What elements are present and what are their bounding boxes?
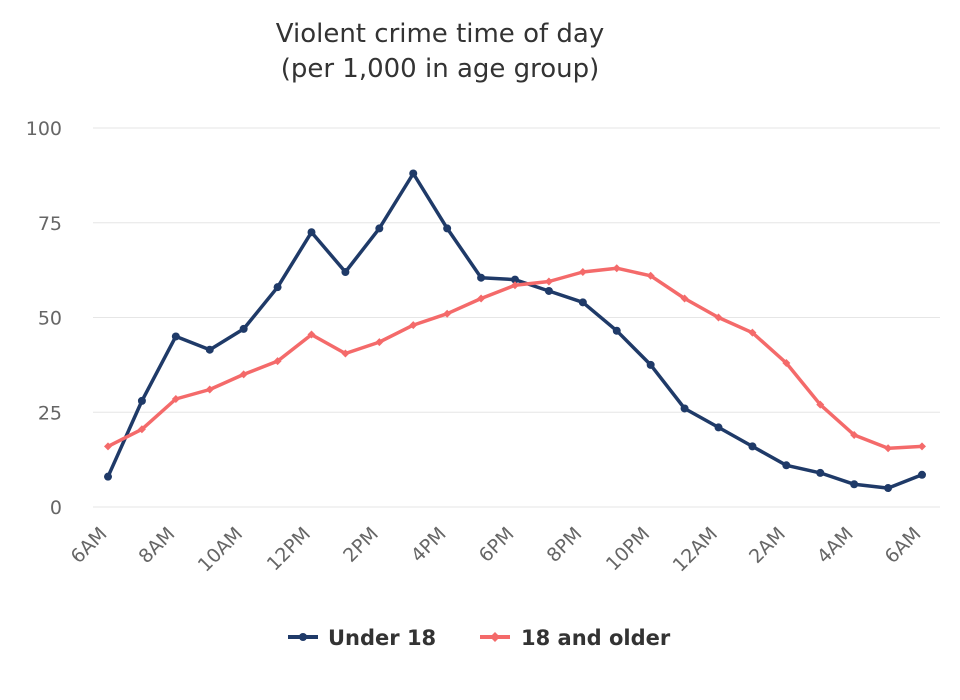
data-point-18-and-older-14 [578, 268, 587, 277]
data-point-under-18-5 [273, 283, 282, 292]
data-point-under-18-7 [341, 268, 350, 277]
series-group [104, 169, 926, 493]
data-point-under-18-17 [680, 404, 689, 413]
data-point-18-and-older-22 [850, 430, 859, 439]
x-tick-label-9: 12AM [669, 523, 722, 576]
legend-marker-under-18 [299, 633, 307, 641]
legend-marker-18-and-older [490, 632, 500, 642]
data-point-under-18-20 [782, 461, 791, 470]
x-tick-label-2: 10AM [194, 523, 247, 576]
data-point-under-18-1 [137, 396, 146, 405]
data-point-18-and-older-6 [307, 330, 316, 339]
data-point-under-18-8 [375, 224, 384, 233]
data-point-under-18-3 [205, 345, 214, 354]
data-point-18-and-older-9 [409, 321, 418, 330]
data-point-18-and-older-8 [375, 338, 384, 347]
x-tick-label-11: 4AM [813, 523, 858, 568]
legend[interactable]: Under 18 18 and older [288, 626, 671, 650]
data-point-18-and-older-20 [782, 358, 791, 367]
data-point-18-and-older-12 [511, 281, 519, 290]
data-point-18-and-older-2 [171, 394, 180, 403]
data-point-under-18-18 [714, 423, 723, 432]
data-point-18-and-older-10 [443, 309, 452, 318]
data-point-18-and-older-11 [477, 294, 486, 303]
x-tick-label-10: 2AM [745, 523, 790, 568]
data-point-18-and-older-7 [341, 349, 350, 358]
data-point-under-18-22 [850, 480, 859, 489]
x-tick-label-1: 8AM [134, 523, 179, 568]
x-tick-label-8: 10PM [602, 523, 654, 575]
data-point-18-and-older-4 [239, 370, 248, 379]
x-tick-label-7: 8PM [543, 523, 587, 567]
legend-item-18-and-older[interactable]: 18 and older [480, 626, 671, 650]
data-point-under-18-4 [239, 324, 248, 333]
data-point-under-18-14 [578, 298, 587, 307]
data-point-under-18-15 [612, 326, 621, 335]
chart-subtitle: (per 1,000 in age group) [281, 54, 600, 84]
data-point-18-and-older-13 [544, 277, 553, 286]
y-tick-label-50: 50 [38, 308, 62, 330]
y-tick-label-25: 25 [38, 402, 62, 424]
data-point-under-18-13 [544, 286, 553, 295]
data-point-under-18-9 [409, 169, 418, 178]
x-axis-ticks: 6AM 8AM 10AM 12PM 2PM 4PM 6PM 8PM 10PM 12AM 2AM 4AM… [67, 523, 926, 576]
data-point-under-18-19 [748, 442, 757, 451]
x-tick-label-6: 6PM [475, 523, 519, 567]
data-point-18-and-older-15 [612, 264, 621, 273]
x-tick-label-5: 4PM [407, 523, 451, 567]
grid-lines [93, 127, 940, 508]
x-tick-label-0: 6AM [67, 523, 112, 568]
data-point-18-and-older-23 [884, 444, 893, 453]
data-point-under-18-23 [884, 484, 893, 493]
data-point-under-18-11 [477, 273, 486, 282]
x-tick-label-12: 6AM [881, 523, 926, 568]
data-point-under-18-2 [171, 332, 180, 341]
data-point-18-and-older-19 [748, 328, 757, 337]
data-point-18-and-older-17 [680, 294, 689, 303]
data-point-18-and-older-24 [918, 442, 926, 451]
data-point-under-18-24 [918, 470, 926, 479]
data-point-under-18-21 [816, 468, 825, 477]
legend-item-under-18[interactable]: Under 18 [288, 626, 436, 650]
data-point-under-18-12 [511, 275, 519, 284]
data-point-18-and-older-0 [104, 442, 112, 451]
data-point-18-and-older-1 [137, 425, 146, 434]
legend-label-18-and-older: 18 and older [521, 626, 671, 650]
data-point-18-and-older-16 [646, 271, 655, 280]
series-line-under-18 [106, 171, 924, 490]
data-point-18-and-older-21 [816, 400, 825, 409]
series-line-18-and-older [106, 266, 924, 451]
data-point-18-and-older-3 [205, 385, 214, 394]
data-point-18-and-older-18 [714, 313, 723, 322]
data-point-under-18-16 [646, 360, 655, 369]
legend-label-under-18: Under 18 [328, 626, 436, 650]
y-tick-label-100: 100 [26, 118, 62, 140]
chart-title: Violent crime time of day [276, 19, 604, 49]
y-tick-label-75: 75 [38, 213, 62, 235]
x-tick-label-3: 12PM [263, 523, 315, 575]
y-axis-ticks: 0 25 50 75 100 [26, 118, 62, 519]
x-tick-label-4: 2PM [339, 523, 383, 567]
y-tick-label-0: 0 [50, 497, 62, 519]
data-point-under-18-0 [104, 472, 112, 481]
data-point-under-18-6 [307, 228, 316, 237]
data-point-18-and-older-5 [273, 357, 282, 366]
data-point-under-18-10 [443, 224, 452, 233]
